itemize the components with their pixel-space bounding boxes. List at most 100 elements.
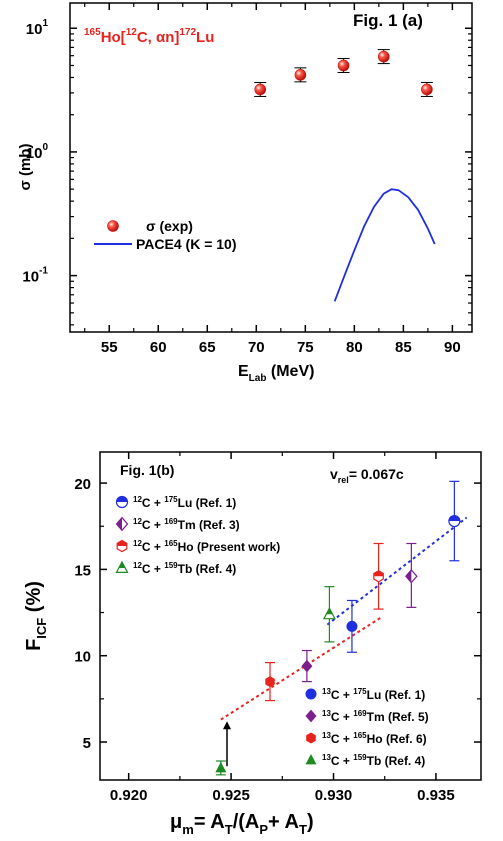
pace4-line bbox=[333, 188, 436, 302]
marker-shape bbox=[265, 676, 275, 688]
legend-label: 12C + 169Tm (Ref. 3) bbox=[133, 517, 240, 532]
panel-a-y-axis-label: σ (mb) bbox=[17, 144, 34, 191]
marker-half bbox=[116, 517, 122, 531]
fusion-points bbox=[215, 480, 461, 776]
exp-points bbox=[254, 49, 433, 97]
y-label-main: F bbox=[23, 639, 45, 651]
marker-half bbox=[116, 496, 128, 502]
y-tick-label: 15 bbox=[74, 562, 91, 579]
legend-label: 12C + 175Lu (Ref. 1) bbox=[133, 495, 236, 510]
data-point bbox=[265, 676, 275, 688]
x-label-sub: Lab bbox=[249, 373, 267, 384]
panel-a-reaction-label: 165Ho[12C, αn]172Lu bbox=[84, 27, 214, 46]
marker-circle bbox=[305, 688, 317, 700]
panel-b-title: Fig. 1(b) bbox=[120, 462, 174, 478]
reaction-part-4: C, αn] bbox=[137, 29, 180, 46]
marker-shape bbox=[306, 732, 316, 744]
exp-point bbox=[421, 83, 433, 96]
exp-point bbox=[377, 50, 390, 63]
data-point bbox=[448, 514, 461, 528]
y-label-sub: ICF bbox=[34, 618, 49, 639]
legend-label: 13C + 175Lu (Ref. 1) bbox=[322, 687, 425, 702]
panel-a-legend: σ (exp) PACE4 (K = 10) bbox=[94, 218, 237, 252]
legend-marker bbox=[306, 732, 316, 744]
reaction-sup-1: 165 bbox=[84, 27, 101, 38]
data-point bbox=[405, 569, 418, 584]
x-tick-label: 0.925 bbox=[212, 787, 250, 804]
panel-b-x-axis-label: μm= AT/(AP+ AT) bbox=[170, 811, 314, 837]
panel-a-ticks bbox=[70, 3, 472, 332]
y-tick-label: 20 bbox=[74, 476, 91, 493]
legend-12c: 12C + 175Lu (Ref. 1) 12C + 169Tm (Ref. 3)… bbox=[115, 495, 280, 576]
legend-marker bbox=[305, 753, 317, 765]
panel-a-x-tick-labels: 55 60 65 70 75 80 85 90 bbox=[101, 339, 461, 356]
xb-close: ) bbox=[307, 811, 314, 833]
fit-lines bbox=[220, 516, 468, 721]
y-tick-label: 100 bbox=[26, 142, 49, 162]
y-tick-label: 10 bbox=[74, 649, 91, 666]
vrel-label: vrel= 0.067c bbox=[330, 466, 404, 485]
legend-marker bbox=[305, 709, 317, 723]
panel-a-y-tick-labels: 101 100 10-1 bbox=[22, 18, 48, 285]
x-label-main: E bbox=[238, 363, 249, 380]
panel-b-y-tick-labels: 5 10 15 20 bbox=[74, 476, 91, 752]
xb-plus: + A bbox=[268, 811, 299, 833]
data-point bbox=[215, 761, 227, 773]
legend-exp-marker bbox=[107, 220, 119, 232]
marker-half bbox=[326, 608, 333, 615]
x-tick-label: 90 bbox=[444, 339, 461, 356]
marker-half bbox=[448, 515, 460, 522]
data-point bbox=[301, 659, 313, 673]
reaction-sup-5: 172 bbox=[179, 27, 196, 38]
xb-sub-t: T bbox=[225, 822, 233, 837]
x-tick-label: 0.935 bbox=[417, 787, 455, 804]
marker-shape bbox=[305, 709, 317, 723]
xb-sub-t2: T bbox=[299, 822, 307, 837]
blue-fit-line bbox=[326, 516, 468, 626]
panel-a-title: Fig. 1 (a) bbox=[353, 11, 423, 30]
vrel-sub: rel bbox=[338, 475, 349, 485]
reaction-part-2: Ho[ bbox=[101, 29, 126, 46]
panel-b-y-axis-label: FICF (%) bbox=[23, 581, 49, 651]
marker-shape bbox=[215, 761, 227, 773]
marker-circle bbox=[346, 620, 358, 632]
legend-exp-label: σ (exp) bbox=[146, 218, 193, 234]
xb-eq: = A bbox=[194, 811, 225, 833]
legend-label: 13C + 169Tm (Ref. 5) bbox=[322, 709, 429, 724]
y-tick-label: 5 bbox=[83, 735, 91, 752]
arrow-annotation bbox=[223, 721, 231, 767]
panel-b-frame bbox=[99, 451, 482, 781]
exp-point bbox=[254, 83, 267, 96]
panel-a-frame bbox=[69, 2, 473, 333]
legend-label: 12C + 159Tb (Ref. 4) bbox=[133, 561, 236, 576]
x-label-unit: (MeV) bbox=[266, 363, 314, 380]
marker-half bbox=[373, 570, 384, 577]
xb-mu: μ bbox=[170, 811, 182, 833]
xb-sub-m: m bbox=[182, 822, 194, 837]
vrel-main: v bbox=[330, 466, 338, 482]
panel-a-x-axis-label: ELab (MeV) bbox=[238, 363, 314, 384]
legend-marker bbox=[115, 516, 129, 532]
red-fit-line bbox=[220, 616, 382, 721]
legend-label: 13C + 165Ho (Ref. 6) bbox=[322, 731, 427, 746]
x-tick-label: 80 bbox=[346, 339, 363, 356]
legend-pace-label: PACE4 (K = 10) bbox=[136, 236, 237, 252]
x-tick-label: 75 bbox=[297, 339, 314, 356]
marker-shape bbox=[301, 659, 313, 673]
x-tick-label: 60 bbox=[150, 339, 167, 356]
x-tick-label: 85 bbox=[395, 339, 412, 356]
legend-label: 13C + 159Tb (Ref. 4) bbox=[322, 753, 425, 768]
reaction-sup-3: 12 bbox=[126, 27, 138, 38]
data-point bbox=[346, 620, 358, 632]
x-tick-label: 70 bbox=[248, 339, 265, 356]
legend-label: 12C + 165Ho (Present work) bbox=[133, 539, 280, 554]
exp-point bbox=[294, 69, 307, 81]
data-point bbox=[373, 570, 384, 583]
marker-half bbox=[118, 561, 126, 568]
x-tick-label: 55 bbox=[101, 339, 118, 356]
x-tick-label: 0.920 bbox=[110, 787, 148, 804]
x-tick-label: 0.930 bbox=[315, 787, 353, 804]
